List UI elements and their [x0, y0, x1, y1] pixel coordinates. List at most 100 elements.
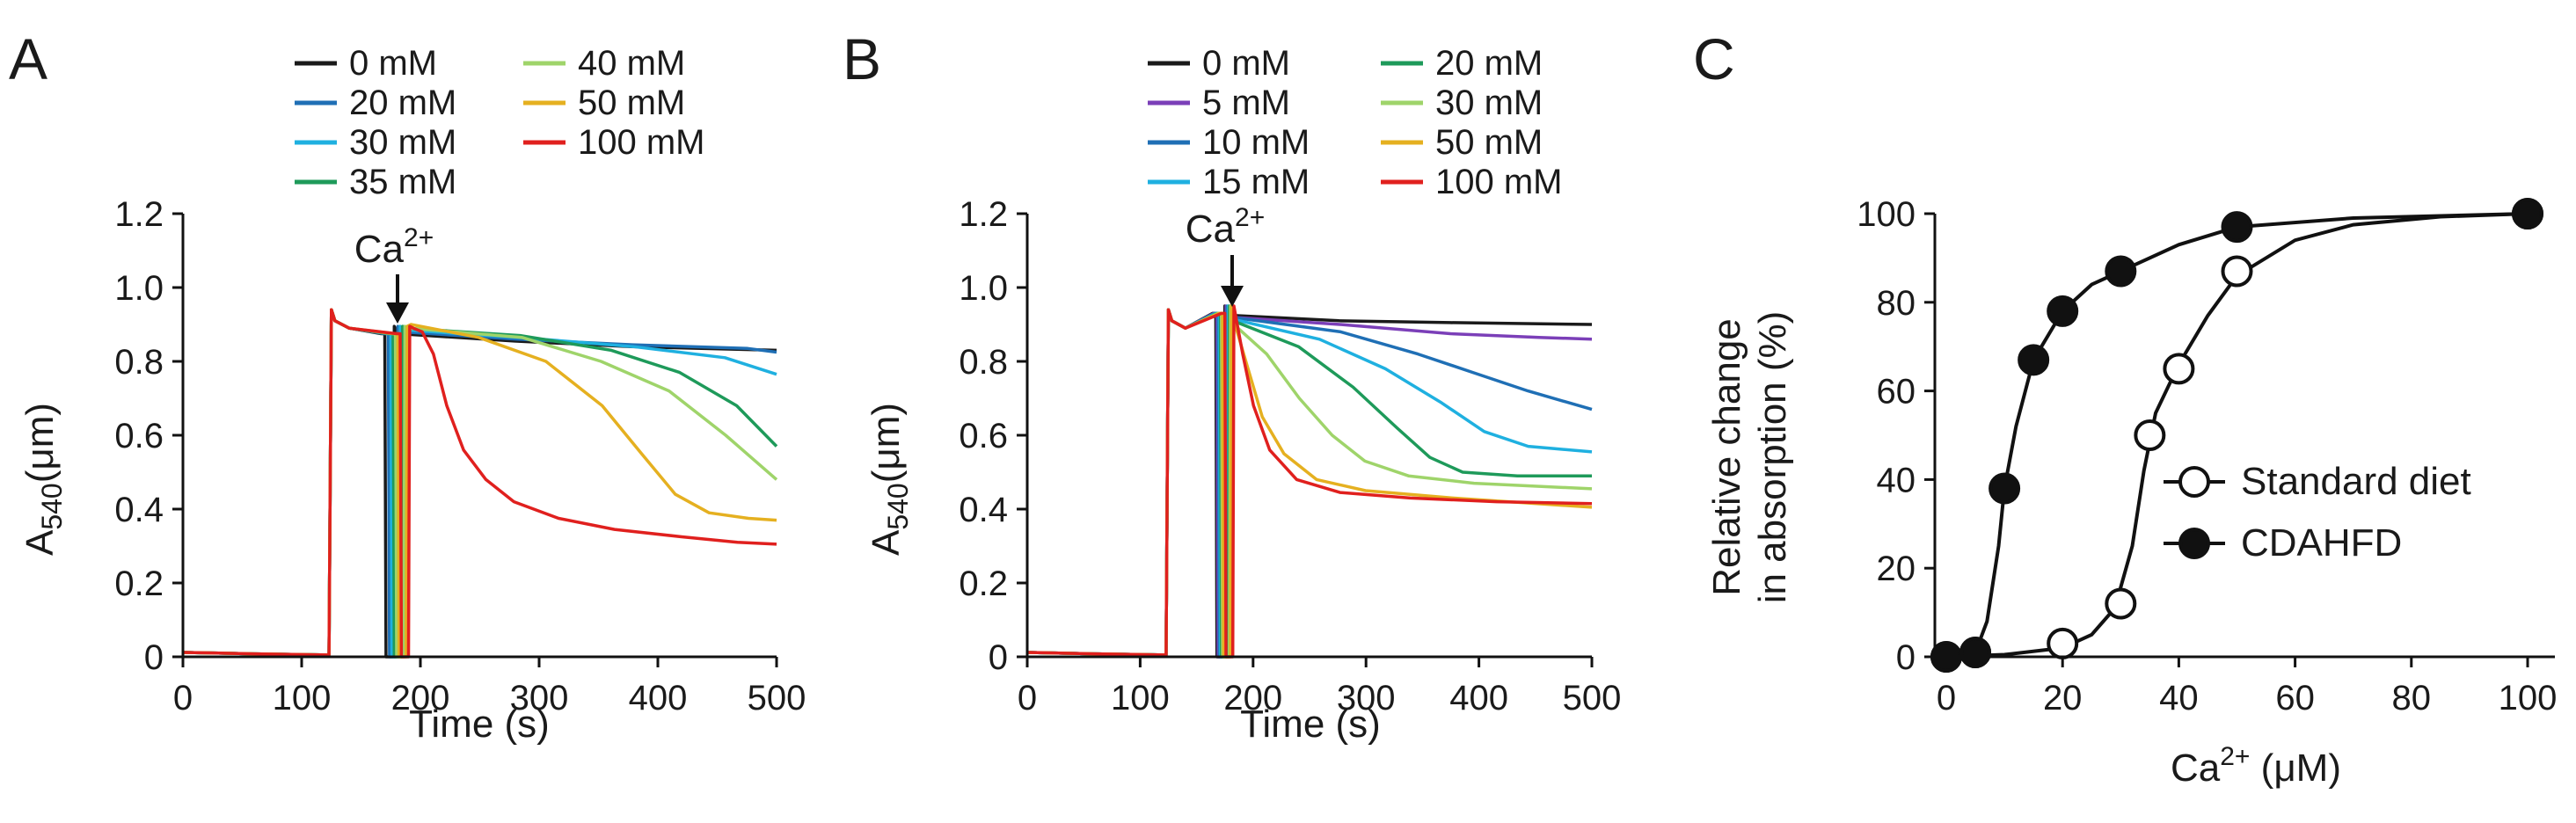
panelC-point-standard-diet — [2105, 587, 2137, 620]
panel-b-arrowhead — [1221, 286, 1244, 307]
panelA-y-tick-label: 1.2 — [114, 195, 164, 234]
panelC-point-standard-diet — [2047, 627, 2079, 659]
panel-c-curves — [1930, 198, 2543, 673]
panel-a: A 0 mM 40 mM 20 mM 50 mM 30 mM 100 mM 35 mM A5… — [9, 26, 806, 746]
panel-a-legend: 0 mM 40 mM 20 mM 50 mM 30 mM 100 mM 35 mM — [295, 44, 705, 201]
panelA-trace-100-mm — [182, 308, 777, 659]
panelA-legend-label-40-mm: 40 mM — [578, 44, 685, 83]
panel-b-traces — [1026, 304, 1593, 659]
panelB-y-tick-label: 0.6 — [959, 417, 1008, 455]
panelC-point-cdahfd — [2018, 344, 2050, 376]
panelA-legend-label-50-mm: 50 mM — [578, 84, 685, 122]
panelC-y-tick-label: 60 — [1877, 373, 1916, 412]
panel-a-ca-label: Ca2+ — [354, 223, 434, 271]
panelB-x-tick-label: 200 — [1223, 679, 1282, 717]
panel-a-y-axis-label: A540(μm) — [18, 403, 68, 556]
panelB-legend-label-5-mm: 5 mM — [1202, 84, 1290, 122]
panelC-legend-label-cdahfd: CDAHFD — [2241, 521, 2402, 564]
panelB-y-tick-label: 0.8 — [959, 343, 1008, 382]
panelA-y-tick-label: 0.2 — [114, 564, 164, 603]
panel-b-legend: 0 mM 20 mM 5 mM 30 mM 10 mM 50 mM 15 mM 100 mM — [1148, 44, 1563, 201]
panelB-trace-50-mm — [1026, 304, 1593, 659]
panelC-y-tick-label: 20 — [1877, 550, 1916, 588]
panelC-point-standard-diet — [2134, 419, 2166, 451]
panelB-legend-label-100-mm: 100 mM — [1435, 163, 1563, 201]
panelA-trace-50-mm — [182, 308, 777, 659]
panel-a-y-ticks: 0 0.2 0.4 0.6 0.8 1.0 1.2 — [114, 195, 183, 677]
panelA-legend-label-0-mm: 0 mM — [349, 44, 437, 83]
panelC-point-cdahfd — [1989, 472, 2021, 505]
panel-c-legend: Standard diet CDAHFD — [2164, 460, 2471, 564]
panelB-trace-30-mm — [1026, 304, 1593, 659]
panelC-x-tick-label: 60 — [2275, 679, 2315, 717]
panelB-x-tick-label: 100 — [1111, 679, 1170, 717]
panelC-x-tick-label: 40 — [2159, 679, 2199, 717]
panelB-legend-label-10-mm: 10 mM — [1202, 123, 1310, 162]
panelC-y-tick-label: 100 — [1857, 195, 1916, 234]
panelA-y-tick-label: 0.6 — [114, 417, 164, 455]
panel-b-letter: B — [843, 26, 881, 91]
panel-a-x-ticks: 0 100 200 300 400 500 — [173, 657, 806, 717]
panelB-legend-label-50-mm: 50 mM — [1435, 123, 1543, 162]
panelB-trace-20-mm — [1026, 304, 1592, 659]
panelC-point-cdahfd — [2512, 198, 2543, 229]
panelA-trace-20-mm — [182, 308, 777, 659]
panelB-x-tick-label: 400 — [1449, 679, 1508, 717]
panelB-legend-label-0-mm: 0 mM — [1202, 44, 1290, 83]
panel-b-ca-label: Ca2+ — [1186, 203, 1265, 251]
panelB-trace-100-mm — [1026, 304, 1593, 659]
panel-c-letter: C — [1693, 26, 1735, 91]
panelA-x-tick-label: 500 — [748, 679, 806, 717]
panelA-y-tick-label: 0 — [144, 638, 164, 677]
panel-a-traces — [182, 308, 778, 659]
panel-c-y-axis-label-line1: Relative change — [1705, 318, 1748, 596]
panelB-legend-label-15-mm: 15 mM — [1202, 163, 1310, 201]
panel-a-arrowhead — [386, 302, 409, 324]
panelA-trace-30-mm — [182, 308, 777, 659]
panelB-trace-10-mm — [1026, 304, 1593, 659]
panelB-x-tick-label: 300 — [1337, 679, 1396, 717]
panelC-x-tick-label: 100 — [2499, 679, 2558, 717]
panelC-legend-label-standard-diet: Standard diet — [2241, 460, 2471, 503]
panelA-legend-label-30-mm: 30 mM — [349, 123, 456, 162]
panelB-legend-label-30-mm: 30 mM — [1435, 84, 1543, 122]
panelB-y-tick-label: 0.2 — [959, 564, 1008, 603]
panelB-x-tick-label: 0 — [1018, 679, 1037, 717]
panelA-trace-40-mm — [182, 308, 778, 659]
panelA-x-tick-label: 400 — [629, 679, 688, 717]
panel-b-annotation: Ca2+ — [1186, 203, 1265, 307]
panel-c-x-ticks: 0 20 40 60 80 100 — [1937, 657, 2558, 717]
panel-a-letter: A — [9, 26, 47, 91]
panelC-point-cdahfd — [1959, 636, 1992, 668]
panelC-x-tick-label: 20 — [2043, 679, 2083, 717]
panel-b-y-ticks: 0 0.2 0.4 0.6 0.8 1.0 1.2 — [959, 195, 1027, 677]
panelC-point-cdahfd — [2105, 255, 2137, 288]
panel-c: C Relative change in absorption (%) 0 20 4… — [1693, 26, 2557, 790]
panelA-y-tick-label: 1.0 — [114, 269, 164, 308]
panel-c-x-axis-label: Ca2+ (μM) — [2171, 742, 2341, 790]
panelA-legend-label-100-mm: 100 mM — [578, 123, 705, 162]
panel-a-annotation: Ca2+ — [354, 223, 434, 324]
panelB-y-tick-label: 0 — [989, 638, 1008, 677]
panel-b-y-axis-label: A540(μm) — [865, 403, 914, 556]
panelC-x-tick-label: 0 — [1937, 679, 1956, 717]
panelA-x-tick-label: 300 — [510, 679, 569, 717]
panelB-trace-0-mm — [1026, 304, 1593, 659]
panelA-trace-35-mm — [182, 308, 778, 659]
panel-b: B 0 mM 20 mM 5 mM 30 mM 10 mM 50 mM 15 mM 100 m… — [843, 26, 1621, 746]
panel-a-axes — [181, 214, 777, 659]
panelA-y-tick-label: 0.8 — [114, 343, 164, 382]
panelC-y-tick-label: 40 — [1877, 461, 1916, 499]
panelB-trace-15-mm — [1026, 304, 1593, 659]
panelB-y-tick-label: 1.0 — [959, 269, 1008, 308]
panel-c-axes — [1933, 214, 2555, 659]
panel-c-y-ticks: 0 20 40 60 80 100 — [1857, 195, 1935, 677]
panelA-x-tick-label: 100 — [273, 679, 332, 717]
panelC-point-cdahfd — [2047, 295, 2079, 327]
panelB-y-tick-label: 0.4 — [959, 491, 1008, 529]
panelA-trace-0-mm — [182, 308, 777, 659]
panel-b-x-ticks: 0 100 200 300 400 500 — [1018, 657, 1621, 717]
panelA-legend-label-35-mm: 35 mM — [349, 163, 456, 201]
panelB-legend-label-20-mm: 20 mM — [1435, 44, 1543, 83]
